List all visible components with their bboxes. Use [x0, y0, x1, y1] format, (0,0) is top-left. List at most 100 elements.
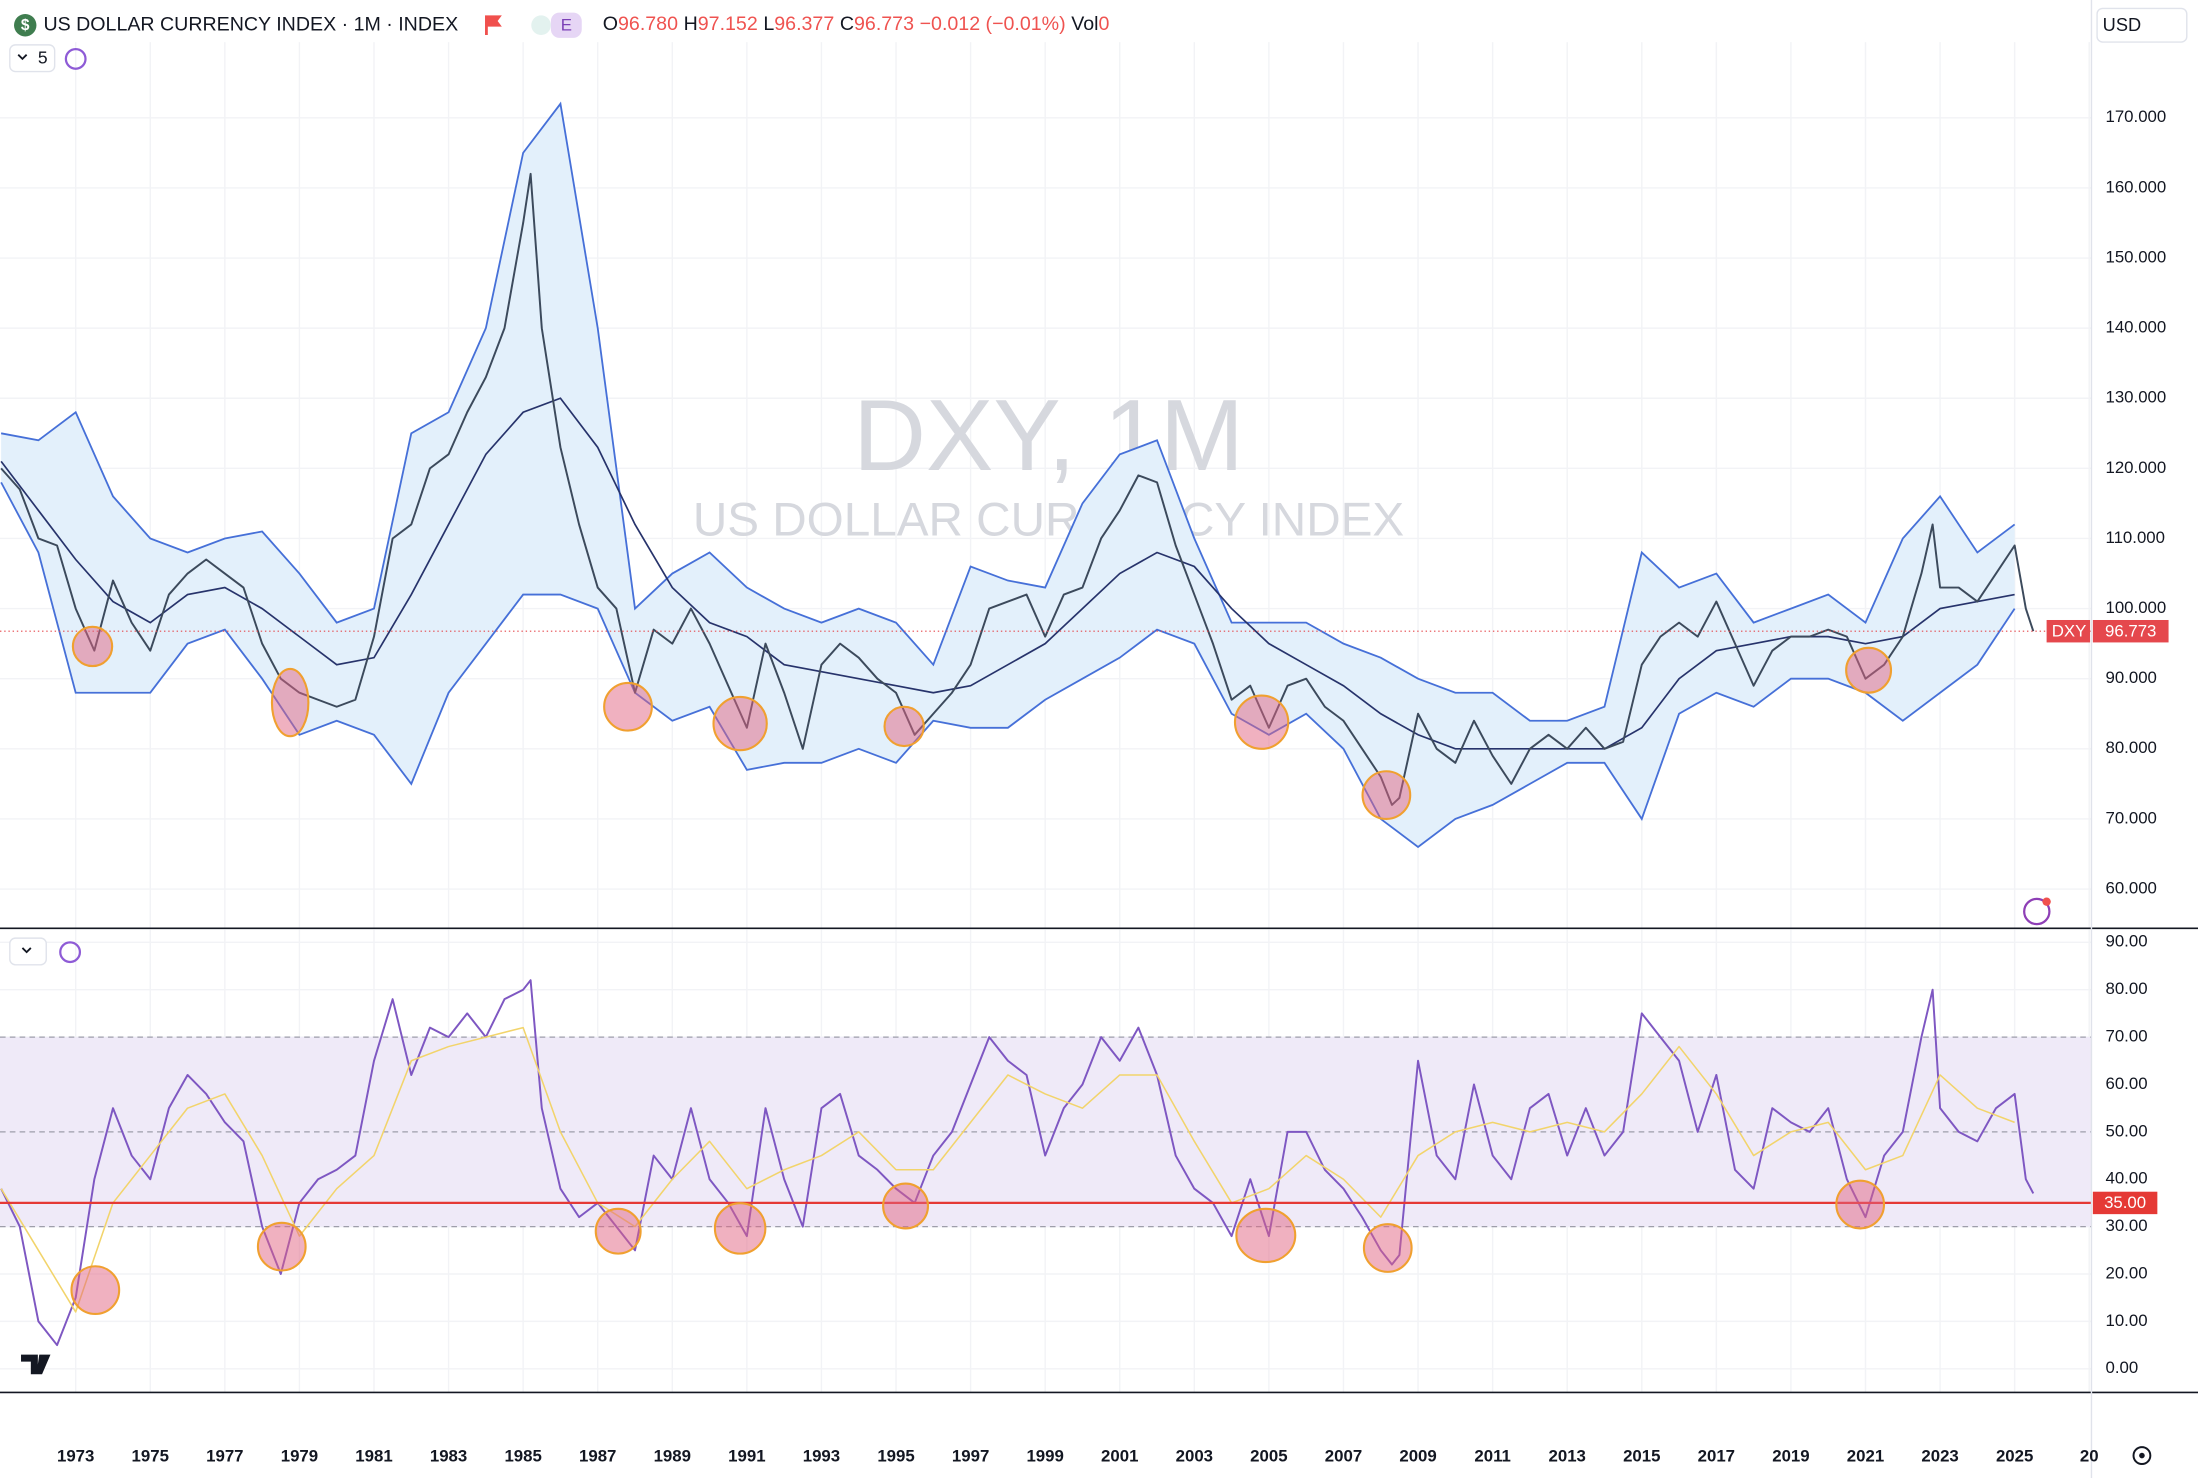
x-tick-label: 2025	[1996, 1446, 2033, 1465]
settings-icon[interactable]	[2132, 1446, 2152, 1465]
price-grid	[0, 42, 2092, 929]
x-tick-label: 1999	[1026, 1446, 1063, 1465]
y-tick-label: 80.000	[2105, 738, 2156, 757]
ohlc-label: C	[840, 13, 854, 35]
y-tick-label: 130.000	[2105, 388, 2166, 407]
y-tick-label: 60.000	[2105, 878, 2156, 897]
x-tick-label: 1989	[654, 1446, 691, 1465]
price-pane	[0, 101, 2092, 849]
change: −0.012 (−0.01%)	[920, 13, 1066, 35]
band-fill	[1, 103, 2015, 847]
axes: 1973 1975 1977 1979 1981 1983 1985 1987 1989 1991…	[57, 107, 2169, 1465]
x-tick-label: 2003	[1176, 1446, 1213, 1465]
ohlc-value: 97.152	[698, 13, 758, 35]
earnings-badge-label: E	[561, 15, 572, 34]
x-tick-label: 1995	[877, 1446, 914, 1465]
symbol-title[interactable]: US DOLLAR CURRENCY INDEX · 1M · INDEX	[43, 13, 458, 35]
y-tick-label: 100.000	[2105, 598, 2166, 617]
y-tick-label: 40.00	[2105, 1169, 2147, 1188]
x-tick-label: 2013	[1549, 1446, 1586, 1465]
annotation-circle	[713, 1202, 767, 1255]
annotations	[70, 625, 1893, 1315]
refresh-icon[interactable]	[59, 941, 82, 964]
indicators-toggle[interactable]	[9, 44, 56, 73]
x-tick-label: 1987	[579, 1446, 616, 1465]
rsi-pane	[0, 979, 2092, 1347]
annotation-circle	[1835, 1179, 1886, 1230]
alert-tag	[2092, 1191, 2158, 1215]
band-upper	[0, 101, 2016, 722]
x-tick-label: 1993	[803, 1446, 840, 1465]
ohlc-label: L	[763, 13, 774, 35]
x-tick-label: 1973	[57, 1446, 94, 1465]
currency-label: USD	[2103, 15, 2141, 35]
y-tick-label: 30.00	[2105, 1216, 2147, 1235]
band-lower	[0, 481, 2016, 849]
logo	[21, 1354, 51, 1375]
earnings-badge[interactable]	[550, 12, 582, 38]
annotation-circle	[256, 1221, 307, 1272]
chevron	[21, 947, 32, 954]
y-tick-label: 170.000	[2105, 107, 2166, 126]
y-tick-label: 50.00	[2105, 1121, 2147, 1140]
price-tag	[2092, 619, 2169, 643]
series-line	[0, 979, 2035, 1347]
x-tick-label: 1981	[355, 1446, 392, 1465]
x-tick-label: 1997	[952, 1446, 989, 1465]
indicator-count: 5	[38, 48, 48, 68]
annotation-circle	[594, 1207, 642, 1255]
y-tick-label: 110.000	[2105, 528, 2165, 547]
annotation-circle	[883, 705, 925, 748]
annotation-circle	[70, 1265, 121, 1315]
annotation-circle	[270, 667, 310, 738]
series-line	[0, 1026, 2015, 1313]
y-tick-label: 80.00	[2105, 979, 2147, 998]
ohlc-value: 96.377	[774, 13, 834, 35]
settings-icon-center	[2139, 1452, 2145, 1459]
header-bg	[0, 0, 2089, 43]
y-tick-label: 90.000	[2105, 668, 2156, 687]
x-tick-label: 2009	[1399, 1446, 1436, 1465]
alert-icon[interactable]	[2023, 897, 2051, 926]
y-tick-label: 0.00	[2105, 1358, 2138, 1377]
y-tick-label: 90.00	[2105, 932, 2147, 951]
watermark: DXY, 1M	[853, 380, 1244, 492]
x-tick-label: 2021	[1847, 1446, 1884, 1465]
flag-icon[interactable]	[485, 15, 502, 36]
annotation-circle	[882, 1182, 930, 1230]
symbol-tag	[2046, 619, 2091, 643]
alert-tag-label: 35.00	[2104, 1193, 2146, 1212]
volume-value: 0	[1099, 13, 1110, 35]
x-tick-label: 2023	[1921, 1446, 1958, 1465]
x-tick-label: 2005	[1250, 1446, 1287, 1465]
y-tick-label: 10.00	[2105, 1311, 2147, 1330]
ohlc-value: 96.780	[618, 13, 678, 35]
badge-dot	[531, 15, 551, 36]
watermark-subtitle: US DOLLAR CURRENCY INDEX	[693, 494, 1404, 547]
annotation-circle	[1233, 694, 1290, 750]
ohlc-value: 96.773	[854, 13, 914, 35]
alert-dot	[2042, 897, 2051, 906]
x-tick-label: 1991	[728, 1446, 765, 1465]
refresh-icon[interactable]	[64, 47, 87, 70]
y-tick-label: 120.000	[2105, 458, 2166, 477]
x-tick-label: 2001	[1101, 1446, 1138, 1465]
y-tick-label: 150.000	[2105, 247, 2166, 266]
y-tick-label: 70.00	[2105, 1027, 2147, 1046]
y-tick-label: 70.000	[2105, 808, 2156, 827]
x-tick-label: 2017	[1698, 1446, 1735, 1465]
y-tick-label: 160.000	[2105, 177, 2166, 196]
x-tick-label: 2011	[1474, 1446, 1510, 1465]
annotation-circle	[1235, 1207, 1297, 1264]
x-tick-label: 1985	[504, 1446, 541, 1465]
chevron	[17, 54, 28, 61]
symbol-icon-glyph: $	[21, 17, 30, 34]
x-tick-label: 2015	[1623, 1446, 1660, 1465]
annotation-circle	[1361, 770, 1412, 820]
annotation-circle	[712, 695, 768, 752]
x-tick-label: 1975	[132, 1446, 169, 1465]
y-tick-label: 20.00	[2105, 1263, 2147, 1282]
currency-button[interactable]	[2096, 7, 2188, 43]
symbol-icon[interactable]	[14, 14, 37, 37]
